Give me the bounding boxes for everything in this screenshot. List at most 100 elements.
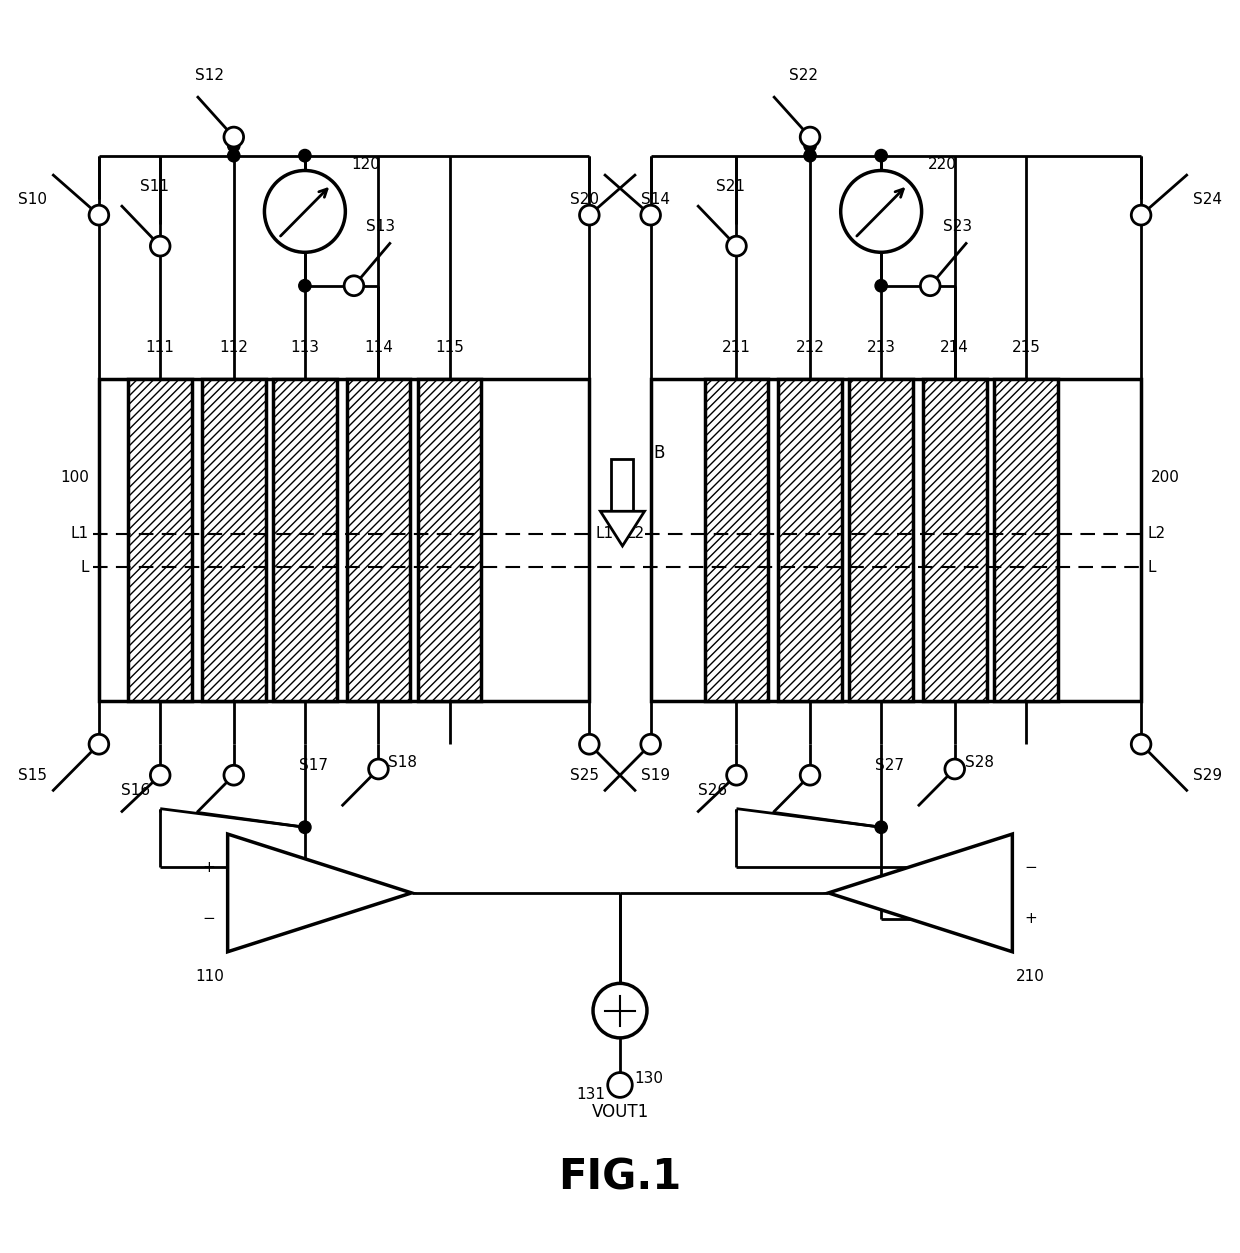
Text: 212: 212 — [796, 341, 825, 355]
Text: S13: S13 — [366, 219, 396, 234]
Text: S22: S22 — [790, 68, 818, 83]
Circle shape — [804, 139, 816, 152]
Circle shape — [593, 984, 647, 1037]
Text: S27: S27 — [875, 758, 904, 773]
Text: 111: 111 — [146, 341, 175, 355]
Circle shape — [89, 205, 109, 226]
Bar — [611, 459, 634, 511]
Text: L2: L2 — [1147, 526, 1166, 541]
Bar — [704, 378, 769, 700]
Circle shape — [1131, 205, 1151, 226]
Bar — [923, 378, 987, 700]
Text: VOUT1: VOUT1 — [591, 1103, 649, 1121]
Bar — [346, 378, 410, 700]
Circle shape — [945, 759, 965, 779]
Bar — [994, 378, 1058, 700]
Circle shape — [804, 149, 816, 162]
Text: B: B — [653, 444, 665, 462]
Bar — [418, 378, 481, 700]
Text: 220: 220 — [928, 157, 956, 172]
Circle shape — [368, 759, 388, 779]
Circle shape — [641, 734, 661, 754]
Text: 113: 113 — [290, 341, 320, 355]
Text: S25: S25 — [570, 768, 599, 783]
Text: 215: 215 — [1012, 341, 1040, 355]
Bar — [418, 378, 481, 700]
Text: 110: 110 — [195, 969, 223, 984]
Text: FIG.1: FIG.1 — [558, 1157, 682, 1199]
Circle shape — [641, 205, 661, 226]
Polygon shape — [828, 834, 1012, 952]
Circle shape — [875, 279, 888, 292]
Circle shape — [299, 149, 311, 162]
Text: S24: S24 — [1193, 192, 1221, 207]
Text: S28: S28 — [965, 756, 993, 771]
Text: −: − — [202, 911, 216, 926]
Bar — [779, 378, 842, 700]
Circle shape — [224, 127, 243, 147]
Text: 131: 131 — [577, 1088, 605, 1103]
Circle shape — [150, 236, 170, 256]
Text: S15: S15 — [19, 768, 47, 783]
Bar — [273, 378, 337, 700]
Text: S18: S18 — [388, 756, 418, 771]
Circle shape — [841, 170, 921, 252]
Text: 211: 211 — [722, 341, 751, 355]
Text: S29: S29 — [1193, 768, 1221, 783]
Circle shape — [1131, 734, 1151, 754]
Text: S16: S16 — [122, 783, 150, 798]
Bar — [128, 378, 192, 700]
Text: 214: 214 — [940, 341, 970, 355]
Bar — [849, 378, 913, 700]
Text: L2: L2 — [626, 526, 645, 541]
Circle shape — [345, 276, 363, 296]
Polygon shape — [228, 834, 412, 952]
Circle shape — [299, 279, 311, 292]
Circle shape — [920, 276, 940, 296]
Circle shape — [800, 766, 820, 786]
Circle shape — [264, 170, 346, 252]
Bar — [651, 378, 1141, 700]
Circle shape — [89, 734, 109, 754]
Text: S21: S21 — [715, 179, 745, 194]
Bar — [849, 378, 913, 700]
Text: 200: 200 — [1151, 470, 1179, 485]
Bar — [346, 378, 410, 700]
Text: +: + — [1024, 911, 1038, 926]
Text: S12: S12 — [195, 68, 223, 83]
Circle shape — [150, 766, 170, 786]
Text: 210: 210 — [1017, 969, 1045, 984]
Circle shape — [228, 139, 239, 152]
Circle shape — [228, 149, 239, 162]
Text: 112: 112 — [219, 341, 248, 355]
Text: S19: S19 — [641, 768, 670, 783]
Circle shape — [727, 766, 746, 786]
Circle shape — [224, 766, 243, 786]
Bar — [99, 378, 589, 700]
Text: S17: S17 — [299, 758, 327, 773]
Text: 100: 100 — [61, 470, 89, 485]
Bar — [202, 378, 265, 700]
Circle shape — [608, 1073, 632, 1098]
Text: 120: 120 — [351, 157, 381, 172]
Bar — [704, 378, 769, 700]
Text: S14: S14 — [641, 192, 670, 207]
Bar — [128, 378, 192, 700]
Circle shape — [579, 205, 599, 226]
Text: S26: S26 — [698, 783, 727, 798]
Text: L1: L1 — [71, 526, 89, 541]
Bar — [273, 378, 337, 700]
Bar — [994, 378, 1058, 700]
Text: 213: 213 — [867, 341, 895, 355]
Text: −: − — [1024, 860, 1038, 875]
Circle shape — [579, 734, 599, 754]
Polygon shape — [600, 511, 645, 546]
Bar — [923, 378, 987, 700]
Bar — [202, 378, 265, 700]
Circle shape — [875, 821, 888, 833]
Text: S10: S10 — [19, 192, 47, 207]
Text: +: + — [202, 860, 216, 875]
Circle shape — [299, 821, 311, 833]
Text: 130: 130 — [635, 1071, 663, 1086]
Text: S11: S11 — [140, 179, 169, 194]
